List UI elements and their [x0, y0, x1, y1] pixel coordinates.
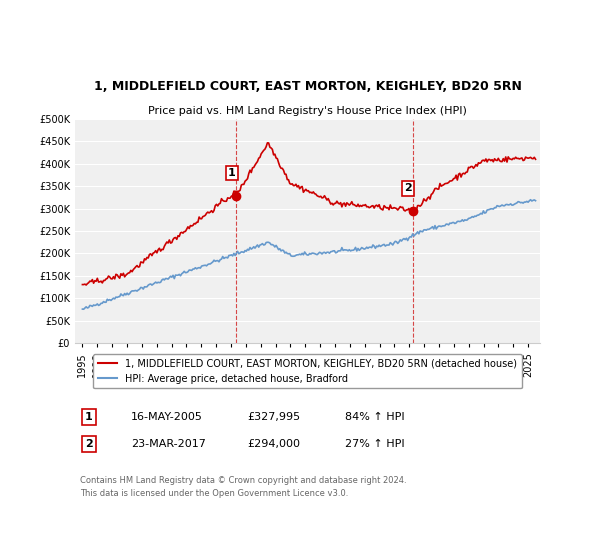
Text: £327,995: £327,995 [247, 412, 300, 422]
Text: 2: 2 [404, 183, 412, 193]
Text: 1: 1 [85, 412, 93, 422]
Text: 2: 2 [85, 439, 93, 449]
Text: Contains HM Land Registry data © Crown copyright and database right 2024.: Contains HM Land Registry data © Crown c… [80, 476, 406, 485]
Text: 1: 1 [228, 168, 236, 178]
Text: 84% ↑ HPI: 84% ↑ HPI [344, 412, 404, 422]
Text: 23-MAR-2017: 23-MAR-2017 [131, 439, 206, 449]
Text: 1, MIDDLEFIELD COURT, EAST MORTON, KEIGHLEY, BD20 5RN: 1, MIDDLEFIELD COURT, EAST MORTON, KEIGH… [94, 80, 521, 93]
Text: 16-MAY-2005: 16-MAY-2005 [131, 412, 203, 422]
Text: Price paid vs. HM Land Registry's House Price Index (HPI): Price paid vs. HM Land Registry's House … [148, 106, 467, 116]
Text: This data is licensed under the Open Government Licence v3.0.: This data is licensed under the Open Gov… [80, 489, 348, 498]
Text: £294,000: £294,000 [247, 439, 300, 449]
Text: 27% ↑ HPI: 27% ↑ HPI [344, 439, 404, 449]
Legend: 1, MIDDLEFIELD COURT, EAST MORTON, KEIGHLEY, BD20 5RN (detached house), HPI: Ave: 1, MIDDLEFIELD COURT, EAST MORTON, KEIGH… [93, 354, 522, 389]
